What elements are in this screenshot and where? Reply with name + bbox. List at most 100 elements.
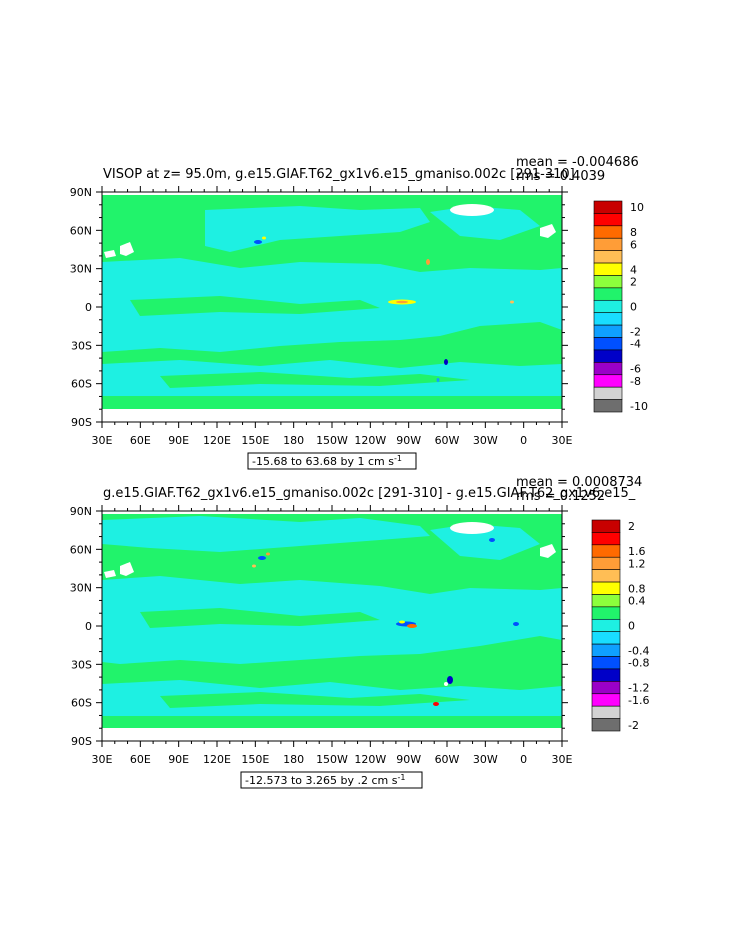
hotspot-kuroshio xyxy=(262,236,266,240)
x-tick-label: 150E xyxy=(241,434,269,447)
hotspot-atlantic xyxy=(489,538,495,542)
range-box: -15.68 to 63.68 by 1 cm s-1 xyxy=(247,452,417,470)
x-tick-label: 90E xyxy=(168,434,189,447)
x-tick-label: 150W xyxy=(316,434,348,447)
map-field xyxy=(102,511,562,741)
colorbar-swatch xyxy=(591,532,621,546)
hotspot-south-atlantic xyxy=(444,682,448,686)
land-greenland xyxy=(450,204,494,216)
y-tick-label: 90N xyxy=(70,186,92,199)
hotspot-south-atlantic xyxy=(433,702,439,706)
land-arctic xyxy=(102,192,562,195)
axis-ticks xyxy=(96,505,568,747)
hotspot-south-atlantic xyxy=(436,378,440,382)
mean-label: mean = -0.004686 xyxy=(516,155,639,170)
range-unit-sup: -1 xyxy=(394,454,402,463)
x-tick-label: 180 xyxy=(283,434,304,447)
colorbar-label: 8 xyxy=(630,226,637,239)
colorbar-swatch xyxy=(593,299,623,314)
colorbar-swatch xyxy=(591,643,621,657)
colorbar-swatch xyxy=(591,594,621,608)
y-tick-label: 90N xyxy=(70,505,92,518)
colorbar-swatch xyxy=(591,569,621,583)
y-tick-label: 30N xyxy=(70,263,92,276)
colorbar-swatch xyxy=(593,349,623,363)
colorbar-swatch xyxy=(593,337,623,351)
colorbar-swatch xyxy=(591,581,621,595)
x-tick-label: 120E xyxy=(203,434,231,447)
colorbar-swatch xyxy=(591,618,621,633)
y-tick-label: 60S xyxy=(71,697,92,710)
hotspot-west-africa xyxy=(510,300,514,304)
x-axis-labels: 30E 60E 90E 120E 150E 180 150W 120W 90W 60W 30W 0 30… xyxy=(92,753,573,766)
panel-top: mean = -0.004686 rms = 0.4039 VISOP at z… xyxy=(70,155,648,470)
colorbar-label: -8 xyxy=(630,375,641,388)
colorbar: 2 1.61.2 0.80.4 0 -0.4-0.8 -1.2-1.6 -2 xyxy=(591,519,649,732)
colorbar-label: 10 xyxy=(630,201,644,214)
colorbar-swatch xyxy=(593,324,623,338)
y-tick-label: 60N xyxy=(70,224,92,237)
land-europe-fragment xyxy=(540,224,556,238)
colorbar-label: 0.4 xyxy=(628,595,646,608)
colorbar-swatch xyxy=(593,287,623,301)
axis-ticks xyxy=(96,186,568,428)
y-tick-label: 0 xyxy=(85,301,92,314)
mean-label: mean = 0.0008734 xyxy=(516,475,642,490)
colorbar-label: 0 xyxy=(628,620,635,633)
colorbar-swatch xyxy=(593,213,623,227)
rms-label: rms = 0.1252 xyxy=(516,489,605,504)
land-europe-fragment xyxy=(120,242,134,256)
field-green-streak xyxy=(140,608,380,628)
field-cyan-north-pacific xyxy=(102,516,430,552)
x-tick-label: 60E xyxy=(130,753,151,766)
colorbar-swatch xyxy=(591,718,621,732)
y-tick-label: 30S xyxy=(71,339,92,352)
land-europe-fragment xyxy=(104,570,116,578)
field-green-streak xyxy=(160,692,470,708)
x-tick-label: 30E xyxy=(552,753,573,766)
hotspot-kuroshio xyxy=(254,240,262,244)
svg-text:-15.68 to 63.68 by 1 cm s-1: -15.68 to 63.68 by 1 cm s-1 xyxy=(252,454,402,468)
hotspot-atlantic xyxy=(426,259,430,265)
land-europe-fragment xyxy=(104,250,116,258)
x-tick-label: 60W xyxy=(435,434,460,447)
hotspot-kuroshio xyxy=(258,556,266,560)
x-tick-label: 0 xyxy=(520,434,527,447)
colorbar-swatch xyxy=(593,237,623,251)
chart-title: VISOP at z= 95.0m, g.e15.GIAF.T62_gx1v6.… xyxy=(103,167,575,182)
colorbar-swatch xyxy=(593,374,623,388)
colorbar-label: -0.8 xyxy=(628,657,649,670)
hotspot-south-atlantic xyxy=(447,676,453,684)
colorbar: 10 86 42 0 -2-4 -6-8 -10 xyxy=(593,200,648,413)
x-tick-label: 30E xyxy=(92,434,113,447)
colorbar-swatch xyxy=(591,705,621,719)
colorbar-label: 4 xyxy=(630,263,637,276)
field-green-streak xyxy=(160,372,470,388)
map-field xyxy=(102,192,562,422)
x-tick-label: 30W xyxy=(473,434,498,447)
chart-title: g.e15.GIAF.T62_gx1v6.e15_gmaniso.002c [2… xyxy=(103,486,636,501)
rms-label: rms = 0.4039 xyxy=(516,169,605,184)
land-antarctica xyxy=(102,409,562,422)
colorbar-label: 0.8 xyxy=(628,582,646,595)
range-unit-sup: -1 xyxy=(397,773,405,782)
y-tick-label: 60N xyxy=(70,543,92,556)
colorbar-label: 2 xyxy=(630,276,637,289)
field-green-streak xyxy=(130,296,380,316)
x-tick-label: 60E xyxy=(130,434,151,447)
colorbar-swatch xyxy=(593,250,623,264)
colorbar-swatch xyxy=(593,362,623,376)
colorbar-swatch xyxy=(591,606,621,620)
y-tick-label: 90S xyxy=(71,416,92,429)
hotspot-kuroshio xyxy=(252,564,256,568)
colorbar-label: -2 xyxy=(628,719,639,732)
hotspot-equatorial xyxy=(396,300,408,304)
field-cyan-north-atlantic xyxy=(430,524,540,560)
hotspot-equatorial xyxy=(399,620,405,624)
colorbar-label: -4 xyxy=(630,338,641,351)
colorbar-label: 1.2 xyxy=(628,557,646,570)
hotspot-equatorial xyxy=(407,624,417,628)
colorbar-swatch xyxy=(591,544,621,558)
y-tick-label: 0 xyxy=(85,620,92,633)
